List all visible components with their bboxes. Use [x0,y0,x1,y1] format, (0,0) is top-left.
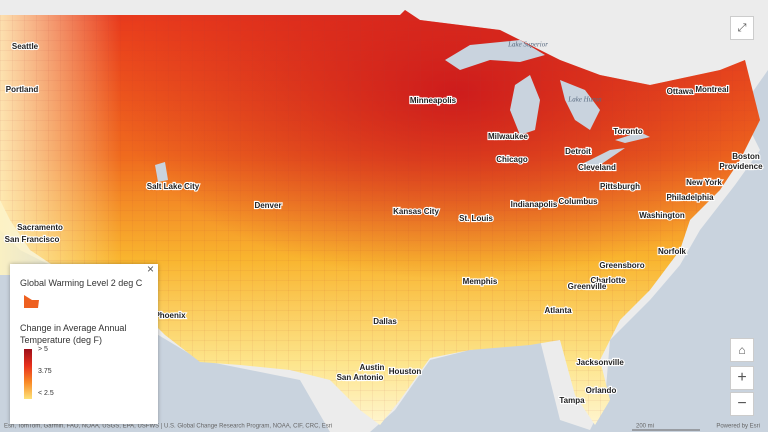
city-label: New York [686,178,722,187]
city-label: Greenville [568,282,607,291]
labels: Seattle Portland Sacramento San Francisco Sa… [4,41,765,407]
zoom-out-button[interactable]: − [730,392,754,416]
lake-huron [560,80,600,130]
city-label: Sacramento [17,223,63,232]
city-label: Ottawa [667,87,694,96]
county-borders [0,10,760,425]
city-label: Denver [254,201,281,210]
lake-label: Lake Superior [507,41,548,49]
city-label: Minneapolis [410,96,457,105]
city-label: Columbus [558,197,598,206]
city-label: Detroit [565,147,591,156]
city-label: St. Louis [459,214,493,223]
city-label: Cleveland [578,163,616,172]
city-label: Tampa [559,396,585,405]
city-label: Philadelphia [666,193,714,202]
powered-by: Powered by Esri [716,424,760,430]
city-label: Toronto [613,127,643,136]
city-label: San Antonio [337,373,384,382]
lake-ontario [615,132,650,143]
legend: × Global Warming Level 2 deg C Change in… [10,262,158,424]
attribution: Esri, TomTom, Garmin, FAO, NOAA, USGS, E… [4,424,332,430]
lake-superior [445,40,545,70]
city-label: Memphis [463,277,498,286]
city-label: Washington [639,211,685,220]
city-label: Kansas City [393,207,439,216]
city-label: Norfolk [658,247,687,256]
city-label: Greensboro [599,261,644,270]
legend-class: 3.75 [38,368,52,375]
layer-swatch [24,295,39,308]
city-label: Phoenix [154,311,186,320]
city-label: Boston [732,152,760,161]
city-label: Austin [360,363,385,372]
city-label: Montreal [695,85,728,94]
city-label: Portland [6,85,39,94]
city-label: Houston [389,367,422,376]
city-label: Orlando [586,386,617,395]
city-label: Dallas [373,317,397,326]
scale-label: 200 mi [636,424,654,430]
city-label: Charlotte [590,276,626,285]
legend-title: Global Warming Level 2 deg C [20,278,143,288]
city-label: Seattle [12,42,39,51]
city-label: Milwaukee [488,132,529,141]
lake-erie [580,148,625,165]
city-label: San Francisco [5,235,60,244]
great-salt-lake [155,162,168,182]
close-button[interactable]: × [146,262,154,276]
lake-label: Lake Huron [567,96,602,104]
legend-class: > 5 [38,346,48,353]
legend-class: < 2.5 [38,390,54,397]
lake-michigan [510,75,540,135]
home-button[interactable]: ⌂ [730,338,754,362]
city-label: Pittsburgh [600,182,640,191]
fullscreen-button[interactable]: ⤢ [730,16,754,40]
color-ramp [24,349,32,399]
city-label: Chicago [496,155,528,164]
city-label: Indianapolis [511,200,558,209]
city-label: Salt Lake City [147,182,200,191]
city-label: Atlanta [544,306,572,315]
city-label: Jacksonville [576,358,624,367]
zoom-in-button[interactable]: + [730,366,754,390]
legend-subtitle: Change in Average Annual Temperature (de… [20,323,127,345]
city-label: Providence [719,162,763,171]
